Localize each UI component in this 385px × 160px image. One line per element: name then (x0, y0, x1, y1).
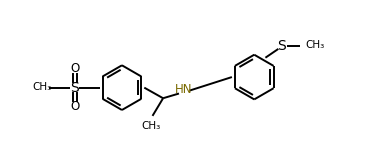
Text: O: O (70, 62, 80, 75)
Text: HN: HN (175, 84, 192, 96)
Text: S: S (278, 39, 286, 53)
Text: CH₃: CH₃ (142, 121, 161, 131)
Text: CH₃: CH₃ (305, 40, 325, 50)
Text: CH₃: CH₃ (32, 82, 52, 92)
Text: S: S (70, 81, 79, 95)
Text: O: O (70, 100, 80, 113)
